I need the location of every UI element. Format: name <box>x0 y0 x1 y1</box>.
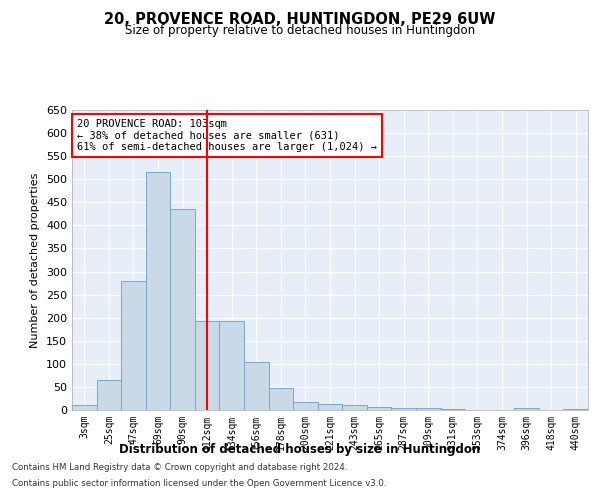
Bar <box>220 321 244 410</box>
Bar <box>416 408 440 410</box>
Text: 20 PROVENCE ROAD: 103sqm
← 38% of detached houses are smaller (631)
61% of semi-: 20 PROVENCE ROAD: 103sqm ← 38% of detach… <box>77 119 377 152</box>
Bar <box>121 281 146 410</box>
Text: Contains HM Land Registry data © Crown copyright and database right 2024.: Contains HM Land Registry data © Crown c… <box>12 464 347 472</box>
Bar <box>391 408 416 410</box>
Bar <box>195 321 220 410</box>
Text: Contains public sector information licensed under the Open Government Licence v3: Contains public sector information licen… <box>12 478 386 488</box>
Text: 20, PROVENCE ROAD, HUNTINGDON, PE29 6UW: 20, PROVENCE ROAD, HUNTINGDON, PE29 6UW <box>104 12 496 28</box>
Bar <box>342 406 367 410</box>
Bar <box>514 408 539 410</box>
Bar <box>146 172 170 410</box>
Bar <box>293 402 318 410</box>
Bar <box>72 406 97 410</box>
Y-axis label: Number of detached properties: Number of detached properties <box>31 172 40 348</box>
Bar <box>170 209 195 410</box>
Bar <box>318 404 342 410</box>
Bar <box>440 408 465 410</box>
Bar <box>97 380 121 410</box>
Bar <box>244 362 269 410</box>
Bar <box>367 407 391 410</box>
Text: Size of property relative to detached houses in Huntingdon: Size of property relative to detached ho… <box>125 24 475 37</box>
Bar <box>269 388 293 410</box>
Text: Distribution of detached houses by size in Huntingdon: Distribution of detached houses by size … <box>119 442 481 456</box>
Bar <box>563 409 588 410</box>
